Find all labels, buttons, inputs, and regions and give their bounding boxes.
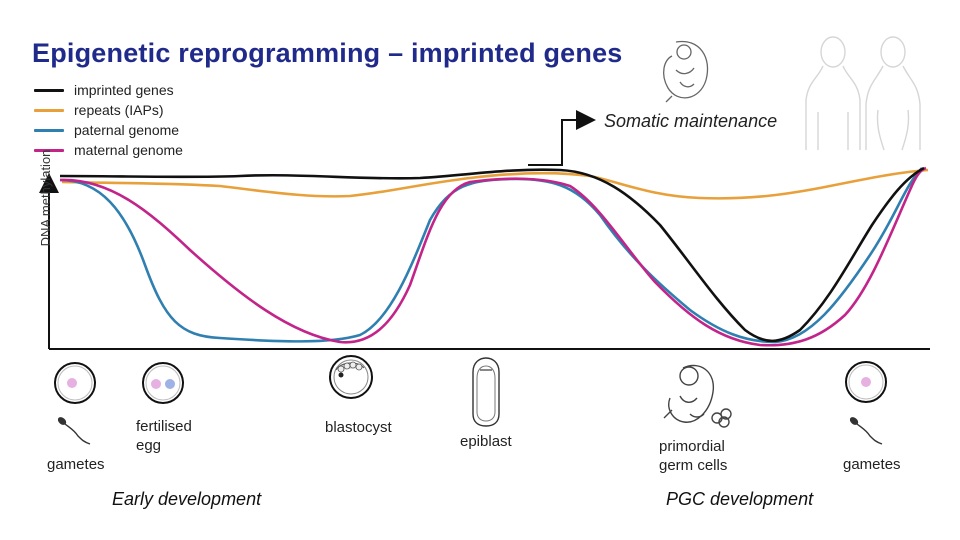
stage-label-gametes-right: gametes xyxy=(843,456,901,473)
sperm-icon xyxy=(57,417,91,445)
legend-item-imprinted: imprinted genes xyxy=(34,80,183,100)
sperm-icon xyxy=(849,417,883,445)
curve-maternal xyxy=(59,166,927,347)
curve-repeats xyxy=(61,168,929,200)
legend-item-maternal: maternal genome xyxy=(34,140,183,160)
legend-swatch-maternal xyxy=(34,148,64,152)
stage-label-pgc: primordial germ cells xyxy=(659,437,727,475)
egg-cell-icon xyxy=(845,361,887,403)
phase-label-early: Early development xyxy=(112,489,262,509)
stage-label-fertilised-line1: fertilised xyxy=(136,418,192,435)
human-silhouette-icon xyxy=(805,36,921,151)
legend-label: paternal genome xyxy=(74,122,180,138)
legend-label: maternal genome xyxy=(74,142,183,158)
stage-label-pgc-line1: primordial xyxy=(659,438,725,455)
legend: imprinted genes repeats (IAPs) paternal … xyxy=(34,80,183,160)
legend-label: repeats (IAPs) xyxy=(74,102,164,118)
stage-label-fertilised-egg: fertilised egg xyxy=(136,417,192,455)
stage-label-pgc-line2: germ cells xyxy=(659,457,728,474)
legend-item-paternal: paternal genome xyxy=(34,120,183,140)
zygote-icon xyxy=(142,362,184,404)
stage-label-gametes-left: gametes xyxy=(47,456,105,473)
stage-label-fertilised-line2: egg xyxy=(136,437,162,454)
egg-cell-icon xyxy=(54,362,96,404)
curve-imprinted xyxy=(59,166,925,343)
phase-label-pgc: PGC development xyxy=(666,489,814,509)
curve-paternal xyxy=(59,167,923,344)
embryo-icon xyxy=(663,364,732,428)
legend-swatch-repeats xyxy=(34,108,64,112)
blastocyst-icon xyxy=(329,355,373,399)
legend-label: imprinted genes xyxy=(74,82,174,98)
stage-label-epiblast: epiblast xyxy=(460,433,512,450)
y-axis-label: DNA methylation xyxy=(38,149,53,247)
somatic-maintenance-label: Somatic maintenance xyxy=(604,111,778,131)
legend-item-repeats: repeats (IAPs) xyxy=(34,100,183,120)
legend-swatch-paternal xyxy=(34,128,64,132)
somatic-maintenance-arrow xyxy=(528,110,596,166)
stage-label-blastocyst: blastocyst xyxy=(325,419,392,436)
page-title: Epigenetic reprogramming – imprinted gen… xyxy=(32,38,623,68)
embryo-icon xyxy=(662,40,709,103)
epiblast-icon xyxy=(472,357,500,427)
legend-swatch-imprinted xyxy=(34,88,64,92)
